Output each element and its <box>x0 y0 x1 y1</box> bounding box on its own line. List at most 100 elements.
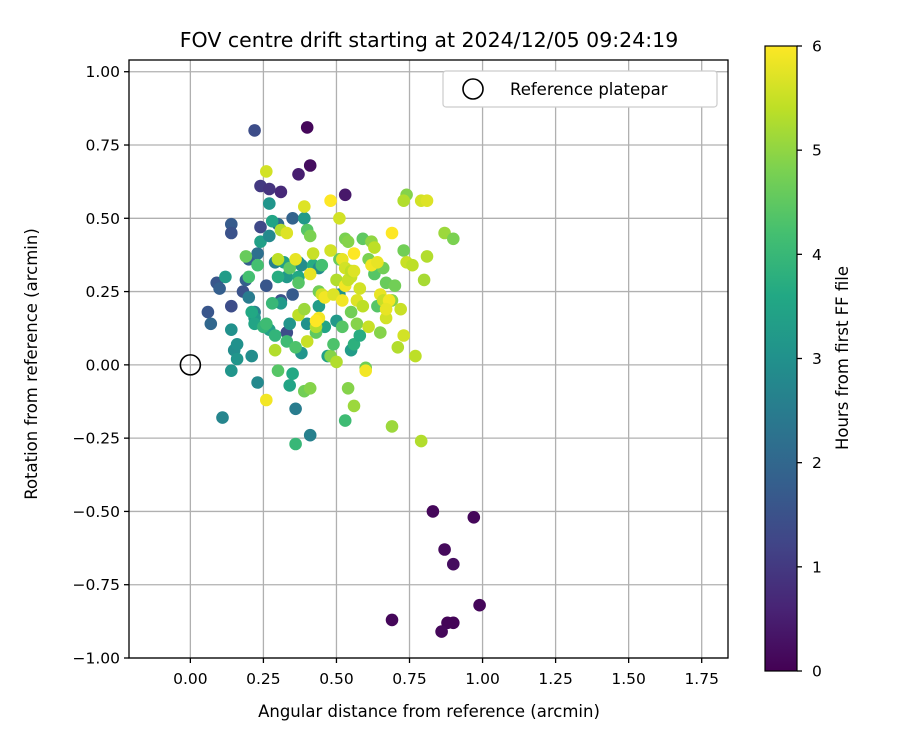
data-point <box>204 317 218 331</box>
data-point <box>473 598 486 612</box>
axes-frame <box>128 59 729 659</box>
data-points <box>201 121 486 638</box>
y-axis-ticks: −1.00 −0.75 −0.50 −0.25 0.00 0.25 0.50 0.75 1.00 <box>73 63 129 668</box>
y-tick-label: −1.00 <box>73 650 121 668</box>
data-point <box>447 557 460 571</box>
data-point <box>242 270 256 284</box>
colorbar-tick-label: 5 <box>812 142 822 160</box>
legend-box <box>442 70 718 108</box>
data-point <box>225 299 238 313</box>
data-point <box>239 250 253 263</box>
data-point <box>426 505 440 518</box>
data-point <box>420 250 434 263</box>
data-point <box>341 382 355 395</box>
data-point <box>371 255 384 269</box>
data-point <box>385 613 399 627</box>
data-point <box>336 320 349 334</box>
colorbar-tick-label: 2 <box>812 454 822 472</box>
data-point <box>324 244 337 257</box>
data-point <box>409 349 422 363</box>
data-point <box>385 420 399 433</box>
data-point <box>303 159 317 172</box>
y-tick-label: −0.50 <box>73 503 121 521</box>
colorbar-tick-label: 6 <box>812 38 822 56</box>
x-tick-label: 0.00 <box>173 670 208 688</box>
data-point <box>394 302 408 316</box>
colorbar-tick-label: 3 <box>812 350 822 368</box>
data-point <box>251 258 264 272</box>
data-point <box>379 302 393 316</box>
data-point <box>303 382 317 395</box>
colorbar-label: Hours from first FF file <box>833 266 852 450</box>
data-point <box>225 217 238 231</box>
legend-entry-label: Reference platepar <box>510 80 668 99</box>
x-tick-label: 0.50 <box>319 670 354 688</box>
data-point <box>242 291 256 304</box>
colorbar-tick-label: 4 <box>812 246 822 264</box>
data-point <box>216 411 229 424</box>
x-tick-label: 0.75 <box>392 670 427 688</box>
data-point <box>374 326 387 339</box>
data-point <box>213 282 226 295</box>
plot-area <box>128 59 729 659</box>
data-point <box>300 121 314 134</box>
y-axis-label: Rotation from reference (arcmin) <box>22 228 41 500</box>
data-point <box>274 297 288 310</box>
data-point <box>350 317 364 331</box>
data-point <box>289 437 302 451</box>
data-point <box>338 414 352 427</box>
data-point <box>397 244 411 257</box>
data-point <box>292 168 305 181</box>
data-point <box>271 364 285 378</box>
x-tick-label: 1.50 <box>611 670 646 688</box>
data-point <box>397 329 411 342</box>
data-point <box>420 194 434 207</box>
x-tick-label: 0.25 <box>246 670 281 688</box>
data-point <box>347 399 361 413</box>
colorbar-tick-label: 0 <box>812 663 822 681</box>
data-point <box>417 273 431 287</box>
colorbar-tick-label: 1 <box>812 558 822 576</box>
x-tick-label: 1.00 <box>465 670 500 688</box>
data-point <box>225 323 238 337</box>
y-tick-label: 0.50 <box>85 210 120 228</box>
data-point <box>225 364 238 378</box>
data-point <box>435 625 448 638</box>
data-point <box>245 349 258 363</box>
data-point <box>300 335 314 348</box>
data-point <box>201 305 215 319</box>
y-tick-label: 0.25 <box>85 283 120 301</box>
grid <box>129 60 728 659</box>
data-point <box>268 343 282 357</box>
legend: Reference platepar <box>442 70 718 108</box>
data-point <box>353 282 367 295</box>
data-point <box>368 241 381 254</box>
data-point <box>438 543 451 556</box>
data-point <box>263 197 276 210</box>
y-tick-label: −0.75 <box>73 576 121 594</box>
data-point <box>341 235 355 248</box>
data-point <box>347 247 361 260</box>
data-point <box>268 329 282 342</box>
x-axis-ticks: 0.00 0.25 0.50 0.75 1.00 1.25 1.50 1.75 <box>173 658 719 688</box>
data-point <box>336 294 349 307</box>
data-point <box>298 200 311 213</box>
data-point <box>414 434 428 448</box>
data-point <box>265 297 279 310</box>
data-point <box>309 314 323 328</box>
colorbar-ticks: 0 1 2 3 4 5 6 <box>797 38 822 681</box>
data-point <box>315 258 329 272</box>
data-point <box>324 194 337 207</box>
data-point <box>254 220 267 234</box>
data-point <box>248 124 261 137</box>
data-point <box>303 267 317 281</box>
data-point <box>260 279 273 293</box>
data-point <box>347 264 361 278</box>
y-tick-label: 0.75 <box>85 137 120 155</box>
data-point <box>219 270 232 284</box>
data-point <box>283 317 297 331</box>
colorbar-gradient <box>764 45 798 672</box>
data-point <box>265 214 279 228</box>
colorbar: 0 1 2 3 4 5 6 Hours from first FF file <box>764 38 852 681</box>
